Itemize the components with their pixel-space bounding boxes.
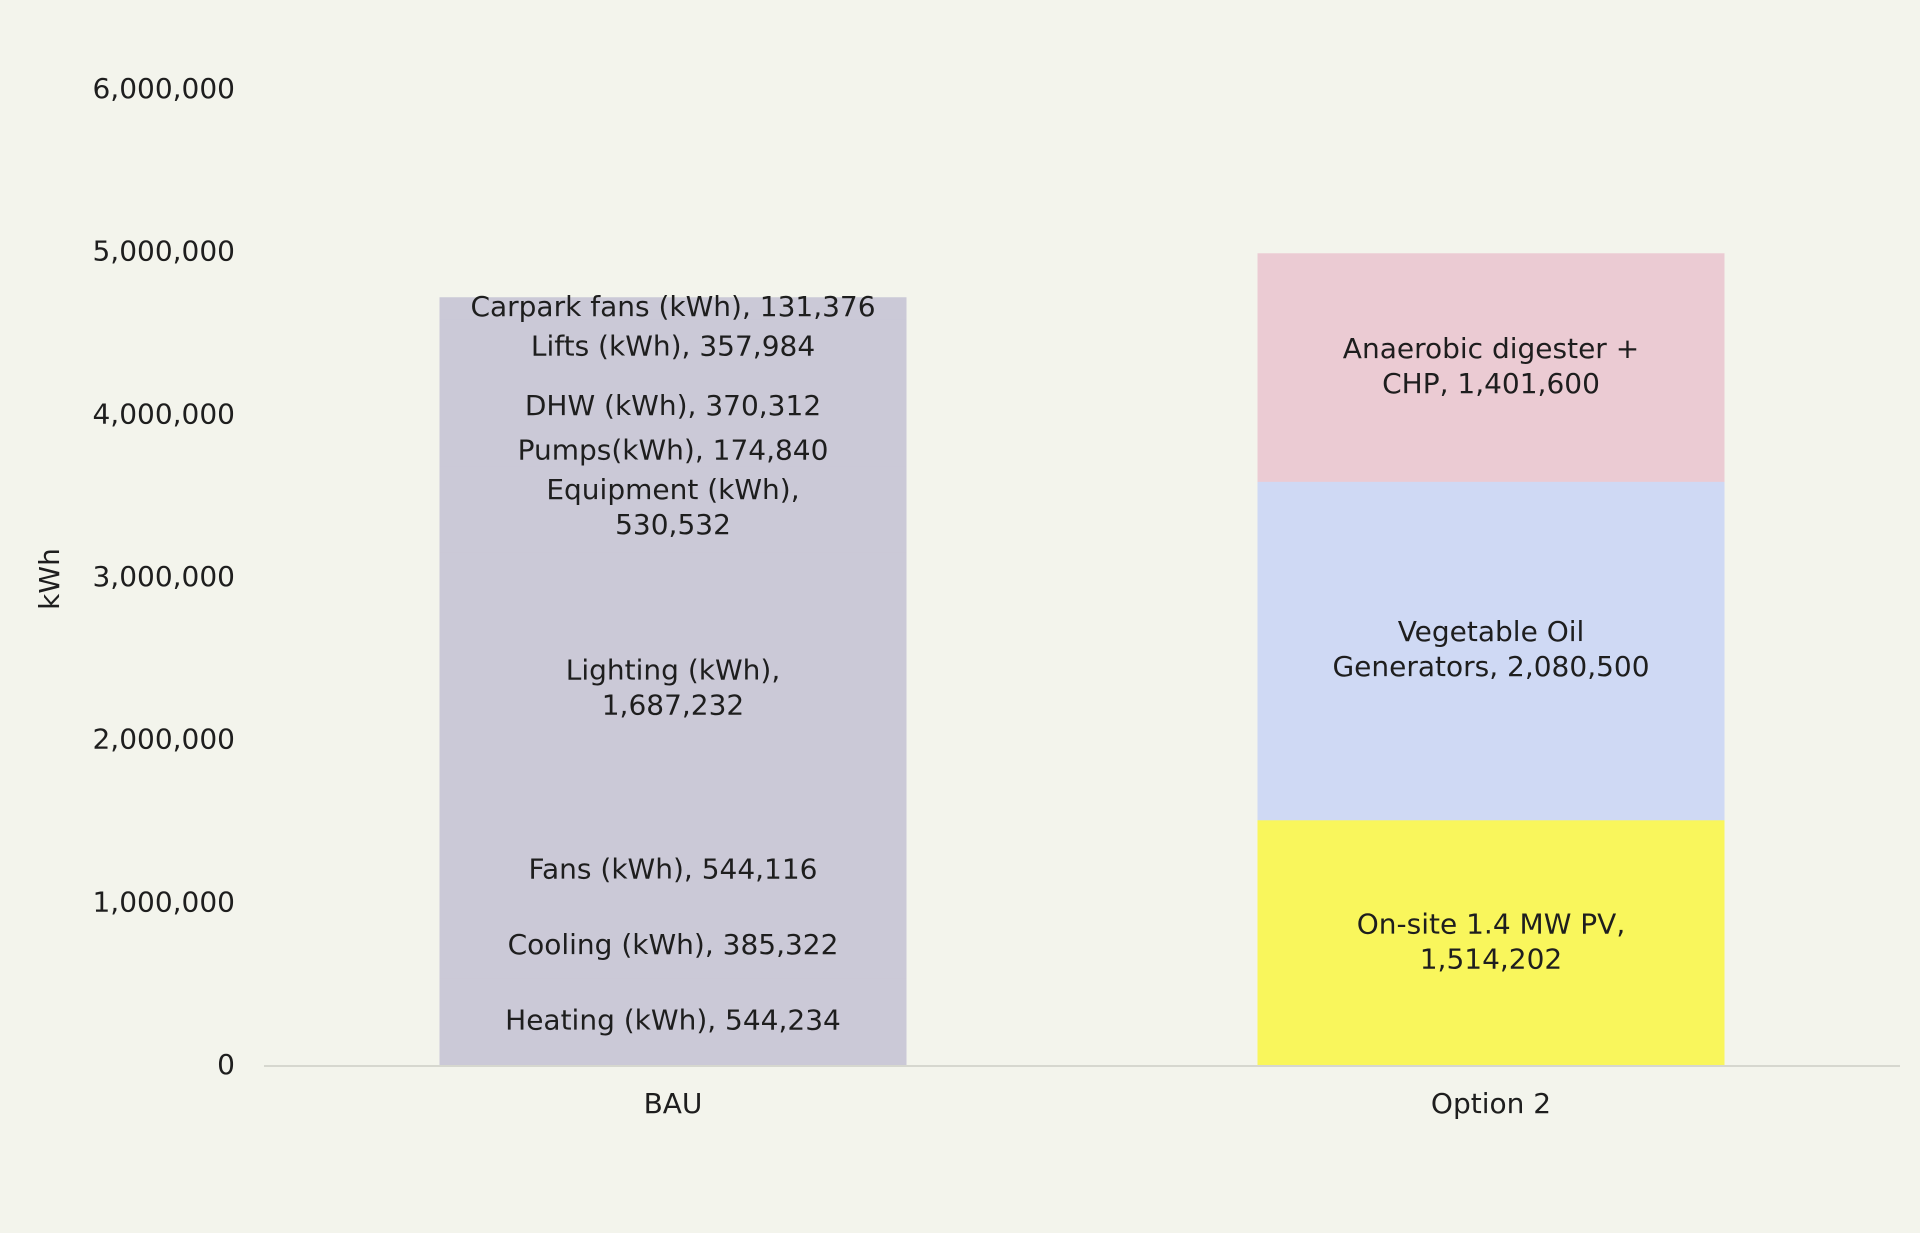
bar-segment (439, 465, 907, 553)
segment-labels-layer: Heating (kWh), 544,234 Cooling (kWh), 385… (470, 290, 1649, 1037)
bar-segment (439, 376, 907, 438)
bar-segment (439, 551, 907, 827)
y-tick-label: 5,000,000 (92, 235, 235, 268)
segment-data-label: Anaerobic digester + CHP, 1,401,600 (1343, 332, 1639, 400)
bar-segment (1257, 819, 1725, 1067)
bars-layer (439, 253, 1725, 1067)
x-tick-label: BAU (644, 1087, 703, 1120)
bar-segment (1257, 253, 1725, 482)
segment-data-label: Equipment (kWh), 530,532 (546, 473, 799, 541)
y-tick-label: 2,000,000 (92, 723, 235, 756)
segment-data-label: Heating (kWh), 544,234 (505, 1004, 841, 1037)
x-tick-label: Option 2 (1431, 1087, 1551, 1120)
segment-data-label: Pumps(kWh), 174,840 (518, 433, 829, 466)
segment-data-label: Fans (kWh), 544,116 (528, 853, 817, 886)
bar-segment (439, 826, 907, 916)
y-tick-label: 0 (217, 1048, 235, 1081)
x-axis-tick-labels: BAU Option 2 (644, 1087, 1552, 1120)
y-tick-label: 3,000,000 (92, 560, 235, 593)
bar-segment (439, 437, 907, 467)
segment-data-label: Carpark fans (kWh), 131,376 (470, 290, 875, 323)
y-tick-label: 6,000,000 (92, 72, 235, 105)
bar-segment (439, 297, 907, 320)
bar-segment (439, 977, 907, 1067)
segment-data-label: Vegetable Oil Generators, 2,080,500 (1332, 615, 1649, 683)
y-axis-tick-labels: 0 1,000,000 2,000,000 3,000,000 4,000,000 5,0… (92, 72, 235, 1081)
y-axis-title: kWh (33, 548, 66, 610)
segment-data-label: Cooling (kWh), 385,322 (508, 928, 839, 961)
bar-segment (439, 914, 907, 979)
segment-data-label: Lifts (kWh), 357,984 (531, 330, 815, 363)
segment-data-label: DHW (kWh), 370,312 (525, 389, 821, 422)
y-tick-label: 4,000,000 (92, 397, 235, 430)
segment-data-label: Lighting (kWh), 1,687,232 (566, 654, 780, 722)
y-tick-label: 1,000,000 (92, 885, 235, 918)
bar-segment (1257, 481, 1725, 821)
segment-data-label: On-site 1.4 MW PV, 1,514,202 (1357, 907, 1625, 975)
bar-segment (439, 318, 907, 378)
